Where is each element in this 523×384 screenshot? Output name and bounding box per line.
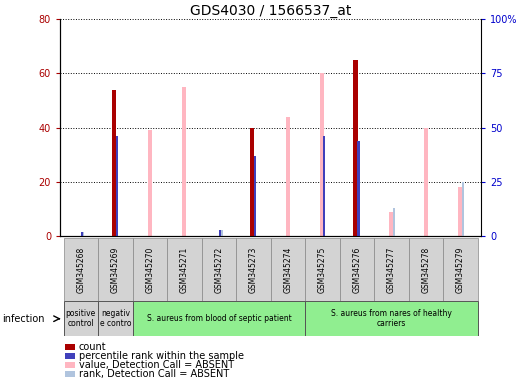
Text: infection: infection: [3, 314, 45, 324]
Bar: [357, 141, 359, 236]
Bar: [321, 73, 324, 236]
FancyBboxPatch shape: [305, 301, 477, 336]
Text: percentile rank within the sample: percentile rank within the sample: [78, 351, 244, 361]
Bar: [65, 371, 75, 377]
FancyBboxPatch shape: [64, 301, 98, 336]
Bar: [393, 208, 395, 236]
Bar: [389, 212, 393, 236]
Bar: [183, 87, 187, 236]
Bar: [250, 127, 254, 236]
Bar: [65, 362, 75, 367]
Bar: [462, 182, 464, 236]
FancyBboxPatch shape: [271, 238, 305, 301]
Text: GSM345275: GSM345275: [318, 247, 327, 293]
FancyBboxPatch shape: [133, 301, 305, 336]
FancyBboxPatch shape: [167, 238, 202, 301]
Text: rank, Detection Call = ABSENT: rank, Detection Call = ABSENT: [78, 369, 229, 379]
FancyBboxPatch shape: [236, 238, 271, 301]
Text: positive
control: positive control: [66, 309, 96, 328]
Bar: [424, 127, 428, 236]
Text: GSM345279: GSM345279: [456, 247, 465, 293]
Bar: [112, 90, 116, 236]
Bar: [220, 230, 222, 236]
Text: GSM345268: GSM345268: [76, 247, 85, 293]
Bar: [354, 60, 358, 236]
Bar: [286, 117, 290, 236]
FancyBboxPatch shape: [202, 238, 236, 301]
Text: GSM345269: GSM345269: [111, 247, 120, 293]
FancyBboxPatch shape: [408, 238, 443, 301]
Text: GSM345270: GSM345270: [145, 247, 154, 293]
Text: GSM345271: GSM345271: [180, 247, 189, 293]
Bar: [148, 131, 152, 236]
Text: GSM345276: GSM345276: [353, 247, 361, 293]
Bar: [65, 344, 75, 350]
Bar: [254, 156, 256, 236]
Text: S. aureus from blood of septic patient: S. aureus from blood of septic patient: [146, 314, 291, 323]
Text: negativ
e contro: negativ e contro: [99, 309, 131, 328]
Text: GSM345273: GSM345273: [249, 247, 258, 293]
Title: GDS4030 / 1566537_at: GDS4030 / 1566537_at: [190, 4, 351, 18]
Text: GSM345277: GSM345277: [387, 247, 396, 293]
Text: GSM345274: GSM345274: [283, 247, 292, 293]
Bar: [458, 187, 462, 236]
FancyBboxPatch shape: [374, 238, 408, 301]
Bar: [116, 136, 118, 236]
Bar: [65, 353, 75, 359]
FancyBboxPatch shape: [64, 238, 98, 301]
FancyBboxPatch shape: [443, 238, 477, 301]
FancyBboxPatch shape: [133, 238, 167, 301]
FancyBboxPatch shape: [339, 238, 374, 301]
FancyBboxPatch shape: [98, 238, 133, 301]
FancyBboxPatch shape: [98, 301, 133, 336]
Text: S. aureus from nares of healthy
carriers: S. aureus from nares of healthy carriers: [331, 309, 452, 328]
Text: value, Detection Call = ABSENT: value, Detection Call = ABSENT: [78, 360, 234, 370]
Bar: [81, 232, 84, 236]
Text: GSM345278: GSM345278: [422, 247, 430, 293]
Text: count: count: [78, 342, 106, 352]
Bar: [323, 136, 325, 236]
Bar: [219, 230, 221, 236]
Bar: [82, 232, 85, 236]
FancyBboxPatch shape: [305, 238, 339, 301]
Text: GSM345272: GSM345272: [214, 247, 223, 293]
